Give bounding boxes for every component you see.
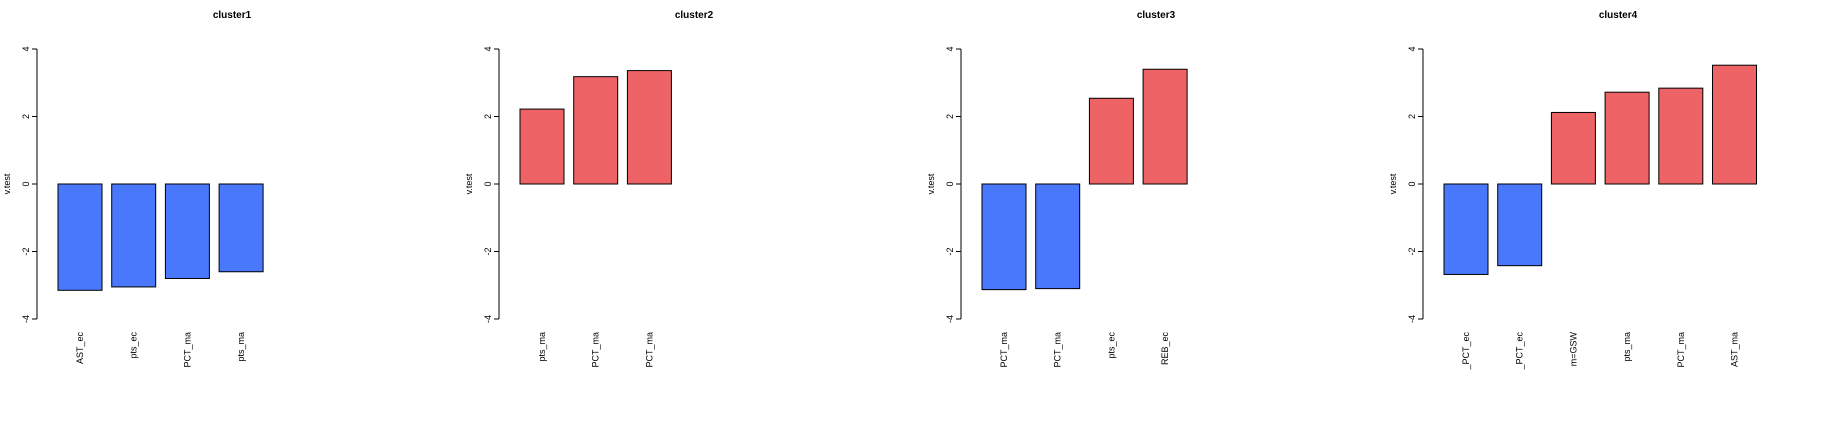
bar-pts_ma [218,183,264,273]
y-tick-label: -2 [1407,247,1417,255]
y-axis-label: v.test [1388,173,1398,194]
y-tick-label: 4 [1407,46,1417,51]
x-category-label: PCT_ma [182,332,192,368]
y-tick-label: 2 [21,114,31,119]
bar-pts_ec [1088,97,1134,185]
chart-panel-4: cluster4 v.test -4 -2 0 2 4 _PCT_ec _PCT_ec m=GSW… [1386,0,1848,430]
y-tick-label: 0 [21,181,31,186]
bar-pts_ec [111,183,157,288]
bar-AST_ma [1712,64,1757,185]
chart-panel-3: cluster3 v.test -4 -2 0 2 4 PCT_ma PCT_ma pts_ec R… [924,0,1386,430]
x-category-label: REB_ec [1160,332,1170,366]
chart-svg-2: cluster2 v.test -4 -2 0 2 4 pts_ma PCT_ma PCT_ma [464,10,714,368]
x-category-label: PCT_ma [1676,332,1686,368]
x-category-label: pts_ma [1622,332,1632,362]
x-category-label: PCT_ma [999,332,1009,368]
y-tick-label: 2 [483,114,493,119]
bar-PCT_ma [626,70,672,185]
y-tick-label: 2 [1407,114,1417,119]
chart-title: cluster2 [675,10,714,21]
y-tick-label: 2 [945,114,955,119]
y-tick-label: -2 [945,247,955,255]
y-axis-label: v.test [926,173,936,194]
x-category-label: AST_ma [1730,332,1740,367]
x-category-label: PCT_ma [591,332,601,368]
y-tick-label: -4 [21,315,31,323]
chart-title: cluster3 [1137,10,1176,21]
bar-_PCT_ec [1443,183,1489,275]
y-tick-label: 4 [21,46,31,51]
bar-PCT_ma [164,183,210,279]
bar-PCT_ma [1035,183,1081,290]
chart-svg-4: cluster4 v.test -4 -2 0 2 4 _PCT_ec _PCT_ec m=GSW… [1388,10,1757,371]
x-category-label: pts_ec [129,332,139,359]
chart-title: cluster4 [1599,10,1638,21]
y-tick-label: 4 [945,46,955,51]
y-axis-label: v.test [464,173,474,194]
bar-PCT_ma [1658,87,1704,185]
y-tick-label: 4 [483,46,493,51]
bar-PCT_ma [573,76,619,185]
chart-panel-2: cluster2 v.test -4 -2 0 2 4 pts_ma PCT_ma PCT_ma [462,0,924,430]
bar-_PCT_ec [1497,183,1543,267]
x-category-label: _PCT_ec [1515,332,1525,371]
y-tick-label: 0 [945,181,955,186]
y-tick-label: 0 [1407,181,1417,186]
y-tick-label: 0 [483,181,493,186]
bar-pts_ma [1604,91,1650,185]
y-axis-label: v.test [2,173,12,194]
y-tick-label: -4 [483,315,493,323]
bar-AST_ec [57,183,103,291]
x-category-label: pts_ma [236,332,246,362]
x-category-label: _PCT_ec [1461,332,1471,371]
bar-REB_ec [1142,68,1188,185]
chart-title: cluster1 [213,10,252,21]
y-tick-label: -4 [1407,315,1417,323]
y-tick-label: -2 [483,247,493,255]
x-category-label: PCT_ma [1053,332,1063,368]
chart-svg-1: cluster1 v.test -4 -2 0 2 4 AST_ec pts_ec PCT_ma p… [2,10,264,368]
y-tick-label: -4 [945,315,955,323]
x-category-label: PCT_ma [644,332,654,368]
x-category-label: pts_ma [537,332,547,362]
chart-panel-1: cluster1 v.test -4 -2 0 2 4 AST_ec pts_ec PCT_ma p… [0,0,462,430]
bar-pts_ma [519,108,565,185]
chart-svg-3: cluster3 v.test -4 -2 0 2 4 PCT_ma PCT_ma pts_ec R… [926,10,1188,368]
bar-PCT_ma [981,183,1027,291]
bar-m=GSW [1550,111,1596,185]
x-category-label: pts_ec [1106,332,1116,359]
x-category-label: AST_ec [75,332,85,365]
y-tick-label: -2 [21,247,31,255]
x-category-label: m=GSW [1568,332,1578,367]
